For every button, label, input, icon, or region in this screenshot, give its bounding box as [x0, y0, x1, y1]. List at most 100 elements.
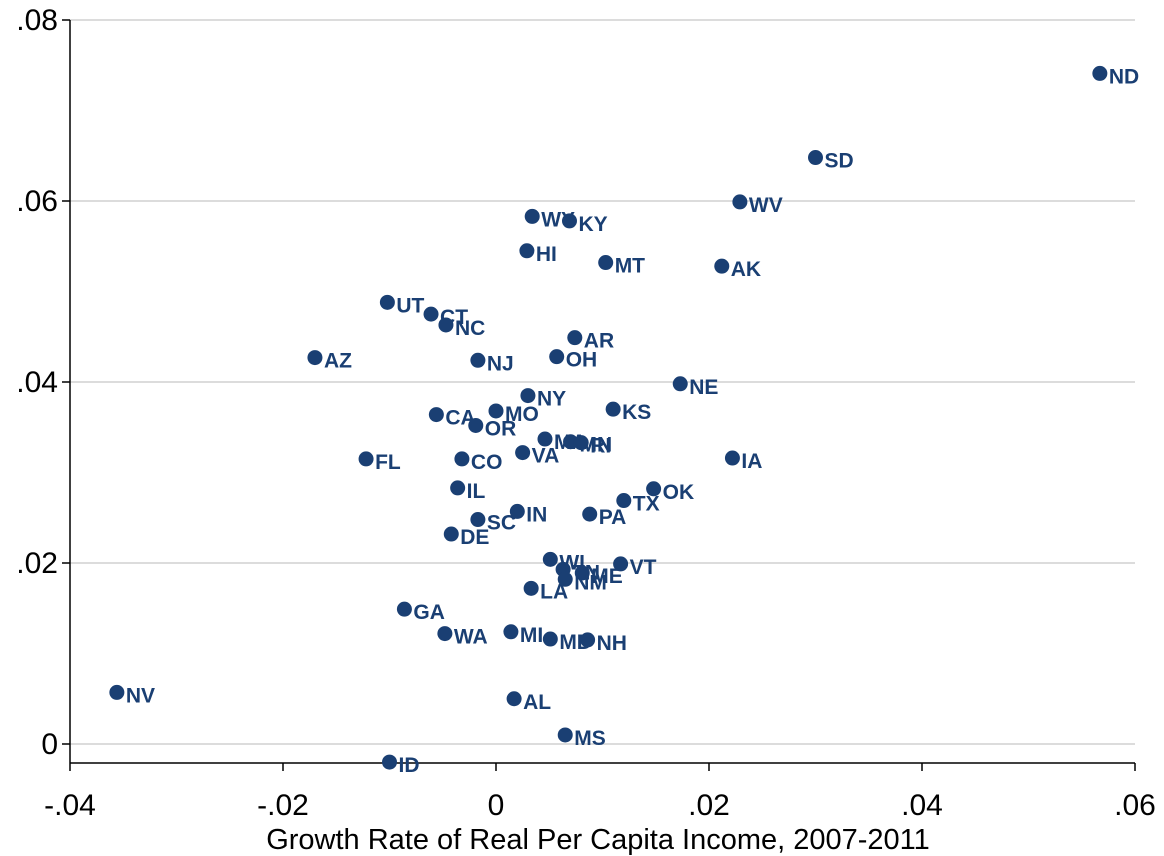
data-point	[557, 727, 573, 743]
data-point	[454, 451, 470, 467]
x-tick-label: -.02	[257, 789, 309, 822]
data-point	[808, 150, 823, 166]
tick-labels: 0 .02 .04 .06 .08 -.04 -.02 0 .02 .04 .06	[16, 4, 1156, 822]
data-point	[307, 350, 323, 366]
data-point-label: GA	[413, 601, 445, 624]
data-point	[523, 580, 539, 596]
data-point-label: HI	[536, 243, 557, 266]
data-point-label: DE	[460, 526, 489, 549]
data-point-label: MT	[615, 255, 645, 278]
data-point-label: MI	[520, 624, 543, 647]
data-point-label: VT	[630, 556, 657, 579]
data-point-label: NC	[455, 317, 485, 340]
data-point	[714, 258, 730, 274]
data-point-label: SD	[825, 150, 854, 173]
data-point	[503, 624, 519, 640]
data-point-label: UT	[396, 294, 424, 317]
data-point	[561, 213, 577, 229]
data-point	[574, 565, 590, 581]
data-point-label: NY	[537, 388, 566, 411]
data-point-label: NE	[689, 376, 718, 399]
data-point-label: CO	[471, 451, 503, 474]
data-point-label: AR	[584, 330, 614, 353]
data-point-label: ME	[591, 565, 623, 588]
data-point	[396, 601, 412, 617]
data-point-label: IN	[526, 503, 547, 526]
data-point-label: ID	[399, 754, 420, 777]
data-point-label: AL	[523, 691, 551, 714]
data-point	[358, 451, 374, 467]
data-point-label: IA	[741, 450, 762, 473]
data-point-label: NH	[597, 632, 627, 655]
data-point-label: WA	[454, 626, 488, 649]
data-point-label: SC	[487, 512, 516, 535]
data-point	[470, 352, 486, 368]
data-point	[1092, 65, 1108, 81]
data-point	[488, 403, 504, 419]
y-tick-label: 0	[41, 728, 58, 761]
y-tick-label: .08	[16, 4, 58, 37]
data-point	[646, 481, 662, 497]
data-point-label: OK	[663, 481, 695, 504]
data-point	[382, 754, 397, 770]
data-point	[537, 431, 553, 447]
data-point	[582, 506, 598, 522]
data-point	[542, 631, 558, 647]
data-point-label: MS	[574, 727, 606, 750]
data-point	[450, 480, 466, 496]
data-point-label: CA	[445, 407, 475, 430]
data-point	[672, 376, 688, 392]
data-point	[379, 294, 395, 310]
data-point	[557, 571, 573, 587]
data-point-label: TX	[633, 493, 660, 516]
data-point-label: VA	[532, 445, 560, 468]
data-point	[549, 349, 565, 365]
data-point	[542, 551, 558, 567]
data-point	[109, 684, 125, 700]
data-point	[524, 208, 540, 224]
y-tick-label: .06	[16, 185, 58, 218]
data-point-label: IL	[467, 480, 486, 503]
data-point-label: LA	[540, 580, 568, 603]
x-tick-label: .04	[901, 789, 943, 822]
data-point-label: OH	[566, 349, 598, 372]
x-tick-label: 0	[488, 789, 505, 822]
data-point	[428, 407, 444, 423]
x-axis-title: Growth Rate of Real Per Capita Income, 2…	[266, 824, 930, 856]
y-tick-label: .02	[16, 547, 58, 580]
data-point	[438, 317, 454, 333]
data-point-label: KS	[622, 401, 651, 424]
x-tick-label: .02	[688, 789, 730, 822]
data-point-label: KY	[578, 213, 607, 236]
data-point	[567, 330, 583, 346]
data-point	[520, 388, 536, 404]
data-point	[732, 194, 748, 210]
data-point-label: OR	[485, 417, 517, 440]
data-point	[470, 512, 486, 528]
data-point	[573, 435, 589, 451]
data-point	[515, 445, 531, 461]
data-point	[519, 243, 535, 259]
x-tick-label: -.04	[44, 789, 96, 822]
data-point-label: NJ	[487, 352, 514, 375]
data-point-label: AZ	[324, 350, 352, 373]
data-point	[443, 526, 459, 542]
data-point-label: WV	[749, 194, 783, 217]
data-point	[598, 255, 614, 271]
y-tick-label: .04	[16, 366, 58, 399]
data-point	[509, 503, 525, 519]
data-point-label: MO	[505, 403, 539, 426]
data-point	[616, 493, 632, 509]
data-point	[724, 450, 740, 466]
data-point	[580, 632, 596, 648]
data-point	[468, 417, 484, 433]
grid-lines	[70, 19, 1135, 745]
x-tick-label: .06	[1114, 789, 1156, 822]
data-point	[613, 556, 629, 572]
data-point-label: FL	[375, 451, 401, 474]
data-point-label: RI	[590, 435, 611, 458]
data-point	[605, 401, 621, 417]
data-point	[423, 306, 439, 322]
data-point-label: NM	[574, 571, 607, 594]
